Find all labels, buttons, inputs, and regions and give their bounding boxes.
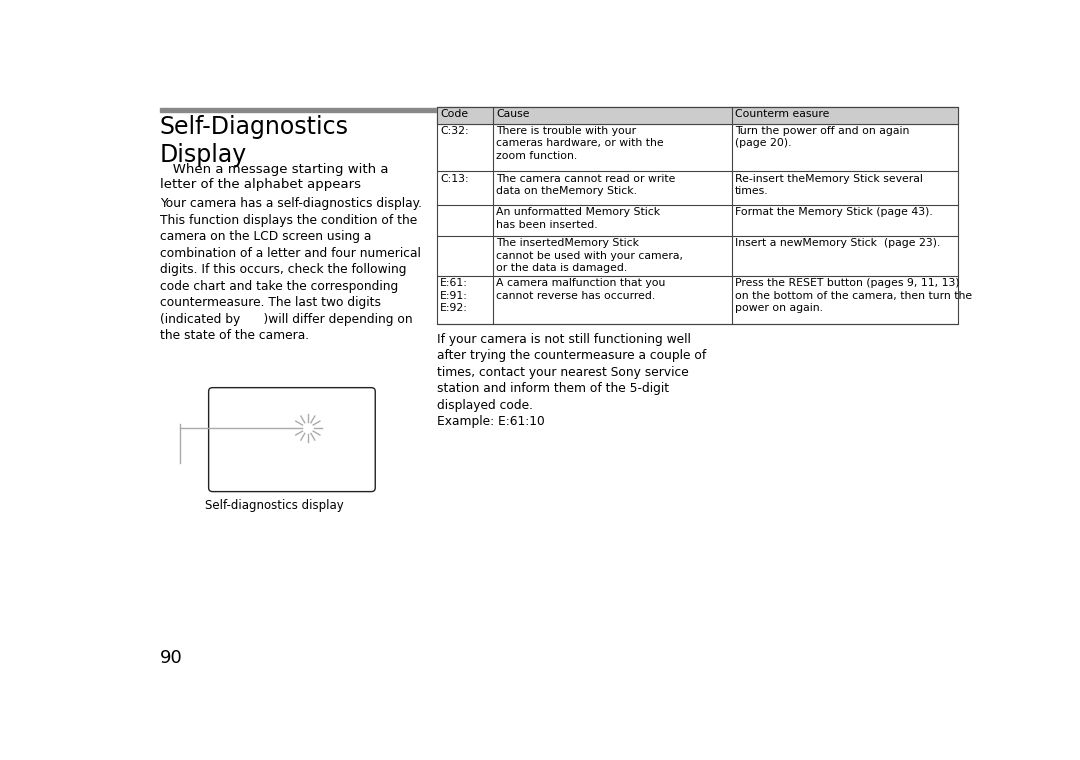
Text: The insertedMemory Stick
cannot be used with your camera,
or the data is damaged: The insertedMemory Stick cannot be used … — [496, 239, 684, 273]
Text: There is trouble with your
cameras hardware, or with the
zoom function.: There is trouble with your cameras hardw… — [496, 126, 664, 160]
Text: Self-diagnostics display: Self-diagnostics display — [205, 499, 343, 511]
Text: Re-insert theMemory Stick several
times.: Re-insert theMemory Stick several times. — [734, 173, 922, 196]
Text: Press the RESET button (pages 9, 11, 13)
on the bottom of the camera, then turn : Press the RESET button (pages 9, 11, 13)… — [734, 278, 972, 313]
Text: Your camera has a self-diagnostics display.
This function displays the condition: Your camera has a self-diagnostics displ… — [160, 198, 422, 343]
FancyBboxPatch shape — [208, 388, 375, 492]
Text: Cause: Cause — [496, 109, 529, 119]
Bar — [437, 106, 958, 124]
Text: C:13:: C:13: — [441, 173, 469, 184]
Text: Counterm easure: Counterm easure — [734, 109, 829, 119]
Text: 90: 90 — [160, 649, 183, 667]
Bar — [437, 106, 958, 324]
Text: If your camera is not still functioning well
after trying the countermeasure a c: If your camera is not still functioning … — [437, 333, 706, 429]
Text: C:32:: C:32: — [441, 126, 469, 136]
Text: E:61:
E:91:
E:92:: E:61: E:91: E:92: — [441, 278, 469, 313]
Text: Format the Memory Stick (page 43).: Format the Memory Stick (page 43). — [734, 207, 933, 217]
Text: When a message starting with a
letter of the alphabet appears: When a message starting with a letter of… — [160, 163, 389, 191]
Text: The camera cannot read or write
data on theMemory Stick.: The camera cannot read or write data on … — [496, 173, 675, 196]
Bar — [160, 108, 947, 112]
Text: An unformatted Memory Stick
has been inserted.: An unformatted Memory Stick has been ins… — [496, 207, 660, 230]
Text: Self-Diagnostics
Display: Self-Diagnostics Display — [160, 115, 349, 167]
Text: Insert a newMemory Stick  (page 23).: Insert a newMemory Stick (page 23). — [734, 239, 941, 249]
Text: Code: Code — [441, 109, 469, 119]
Text: Turn the power off and on again
(page 20).: Turn the power off and on again (page 20… — [734, 126, 909, 148]
Text: A camera malfunction that you
cannot reverse has occurred.: A camera malfunction that you cannot rev… — [496, 278, 665, 301]
